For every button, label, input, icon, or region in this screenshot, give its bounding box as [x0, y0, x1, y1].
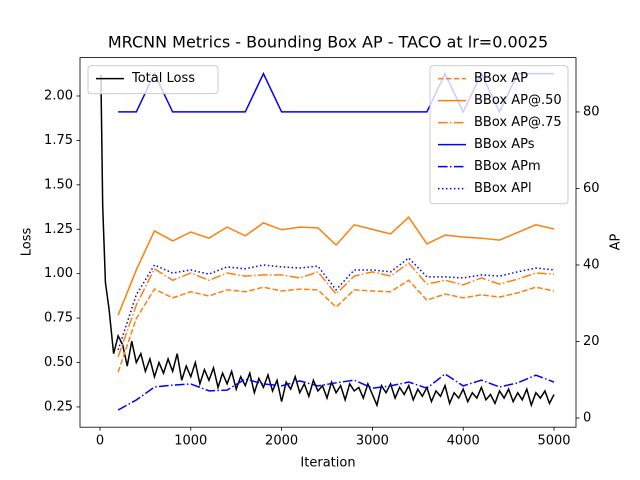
series-line [117, 279, 555, 373]
series-line [117, 373, 555, 411]
legend-label: Total Loss [131, 71, 195, 86]
legend-box [87, 65, 219, 95]
y-tick-label: 0.75 [44, 311, 73, 326]
x-tick-label: 2000 [265, 434, 298, 449]
y-tick-label: 1.75 [44, 133, 73, 148]
x-axis-label: Iteration [300, 456, 355, 471]
legend-label: BBox AP [474, 71, 528, 86]
series-line [117, 257, 555, 351]
y2-tick-label: 40 [583, 257, 600, 272]
y-tick-label: 0.50 [44, 355, 73, 370]
series-line [100, 74, 555, 408]
legend-label: BBox AP@.50 [474, 93, 562, 108]
x-tick-label: 0 [96, 434, 104, 449]
y-axis-label: Loss [20, 228, 35, 257]
x-tick-label: 5000 [537, 434, 570, 449]
axes-frame [79, 57, 577, 428]
y2-tick-label: 20 [583, 334, 600, 349]
legend-label: BBox APs [474, 137, 535, 152]
y2-tick-label: 0 [583, 411, 591, 426]
y-tick-label: 0.25 [44, 399, 73, 414]
y2-tick-label: 80 [583, 104, 600, 119]
y2-tick-label: 60 [583, 181, 600, 196]
legend-label: BBox AP@.75 [474, 115, 562, 130]
legend-label: BBox APl [474, 181, 532, 196]
y-tick-label: 1.00 [44, 266, 73, 281]
chart-title: MRCNN Metrics - Bounding Box AP - TACO a… [108, 33, 548, 52]
y-tick-label: 1.50 [44, 177, 73, 192]
x-tick-label: 1000 [174, 434, 207, 449]
x-tick-label: 4000 [447, 434, 480, 449]
y2-axis-label: AP [609, 233, 624, 250]
legend-label: BBox APm [474, 159, 541, 174]
plot-area [100, 71, 555, 411]
x-tick-label: 3000 [356, 434, 389, 449]
series-line [117, 216, 555, 316]
y-tick-label: 2.00 [44, 88, 73, 103]
y-tick-label: 1.25 [44, 222, 73, 237]
series-line [117, 262, 555, 358]
